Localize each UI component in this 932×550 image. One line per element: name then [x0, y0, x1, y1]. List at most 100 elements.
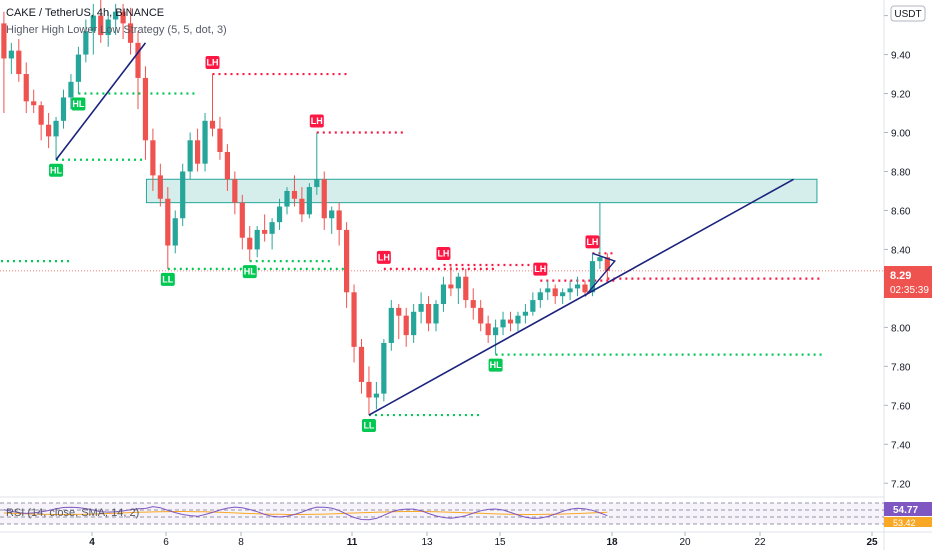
candle-body [537, 292, 543, 301]
candle-body [552, 288, 558, 297]
candle-body [120, 11, 126, 24]
x-tick-label: 11 [347, 537, 358, 548]
pivot-tag-hl [71, 97, 86, 111]
pivot-tag-ll [361, 419, 376, 433]
candle-body [247, 237, 253, 250]
candle-body [530, 300, 536, 312]
candle-body [209, 120, 216, 129]
rsi-band [0, 503, 884, 524]
pivot-tag-text: LH [311, 116, 323, 126]
pivot-tag-lh [376, 250, 391, 264]
indicator-label: Higher High Lower Low Strategy (5, 5, do… [6, 24, 227, 36]
candle-body [336, 210, 342, 230]
candle-body [16, 50, 22, 75]
rsi-sma-tag: 53.42 [884, 517, 932, 528]
candle-body [351, 292, 357, 347]
pivot-tag-text: LL [162, 274, 173, 284]
y-tick-label: 8.60 [891, 206, 911, 217]
triangle-pattern[interactable] [584, 252, 616, 297]
candle-body [500, 319, 506, 328]
candle-body [463, 276, 469, 301]
y-tick-label: 8.40 [891, 245, 911, 256]
x-tick-label: 6 [163, 537, 169, 548]
candle-body [433, 303, 439, 324]
candle-body [567, 288, 573, 293]
trend-line[interactable] [55, 42, 147, 161]
candle-body [105, 19, 111, 36]
candle-body [366, 381, 372, 398]
x-tick-label: 13 [421, 537, 433, 548]
candle-body [31, 101, 37, 106]
candle-body [90, 15, 96, 32]
rsi-line [3, 506, 608, 521]
rsi-value-tag: 54.77 [884, 502, 932, 516]
candle-body [604, 257, 610, 271]
x-tick-label: 22 [754, 537, 766, 548]
y-tick-label: 8.00 [891, 323, 911, 334]
pivot-tag-text: LL [363, 421, 374, 431]
y-tick-label: 7.20 [891, 479, 911, 490]
candle-body [150, 140, 156, 176]
y-tick-label: 7.40 [891, 440, 911, 451]
candle-body [8, 50, 14, 59]
currency-label: USDT [894, 9, 921, 20]
candle-body [411, 311, 417, 336]
candle-body [127, 23, 134, 43]
candle-body [515, 315, 521, 324]
currency-badge[interactable]: USDT [890, 5, 926, 22]
candle-body [574, 284, 581, 289]
candle-body [478, 307, 484, 324]
candle-body [269, 222, 275, 234]
rsi-sma-line [3, 511, 608, 515]
candle-body [217, 128, 223, 152]
candle-body [53, 120, 59, 137]
candle-body [180, 171, 186, 219]
candle-body [187, 140, 193, 172]
candle-body [172, 218, 178, 246]
candle-body [485, 323, 491, 336]
candle-body [202, 120, 208, 164]
trend-line[interactable] [368, 178, 794, 416]
pivot-tag-text: HL [244, 267, 256, 277]
pivot-tag-text: LH [437, 249, 449, 259]
candle-body [582, 284, 588, 293]
candle-body [1, 23, 7, 59]
candle-body [545, 288, 551, 293]
candle-body [157, 175, 163, 199]
x-tick-label: 18 [606, 537, 618, 548]
x-tick-label: 4 [89, 537, 95, 548]
candle-body [455, 276, 461, 289]
candle-body [83, 31, 89, 55]
candle-body [396, 307, 402, 316]
candle-body [425, 303, 432, 324]
y-tick-label: 9.40 [891, 51, 911, 62]
candle-body [589, 261, 596, 293]
candle-body [254, 229, 260, 250]
x-tick-label: 8 [238, 537, 244, 548]
pivot-tag-lh [309, 114, 324, 128]
candle-body [165, 198, 171, 246]
candle-body [75, 54, 81, 82]
pivot-tag-text: HL [72, 99, 84, 109]
legend-title: CAKE / TetherUS, 4h, BINANCE [6, 7, 164, 19]
candle-body [329, 210, 335, 219]
pivot-tag-text: LH [207, 58, 219, 68]
candle-body [46, 124, 52, 137]
candle-body [373, 393, 379, 398]
candle-body [113, 11, 119, 20]
current-price: 8.29 [890, 270, 911, 282]
candle-body [403, 315, 409, 336]
y-tick-label: 7.80 [891, 362, 911, 373]
x-tick-label: 25 [866, 537, 878, 548]
y-tick-label: 7.60 [891, 401, 911, 412]
pivot-tag-text: LH [378, 252, 390, 262]
supply-zone[interactable] [145, 178, 818, 204]
candle-body [448, 284, 454, 289]
candle-body [440, 284, 447, 304]
rsi-label: RSI (14, close, SMA, 14, 2) [6, 507, 139, 519]
rsi-sma-value: 53.42 [893, 518, 916, 528]
candle-body [38, 105, 44, 125]
candle-body [142, 77, 149, 141]
